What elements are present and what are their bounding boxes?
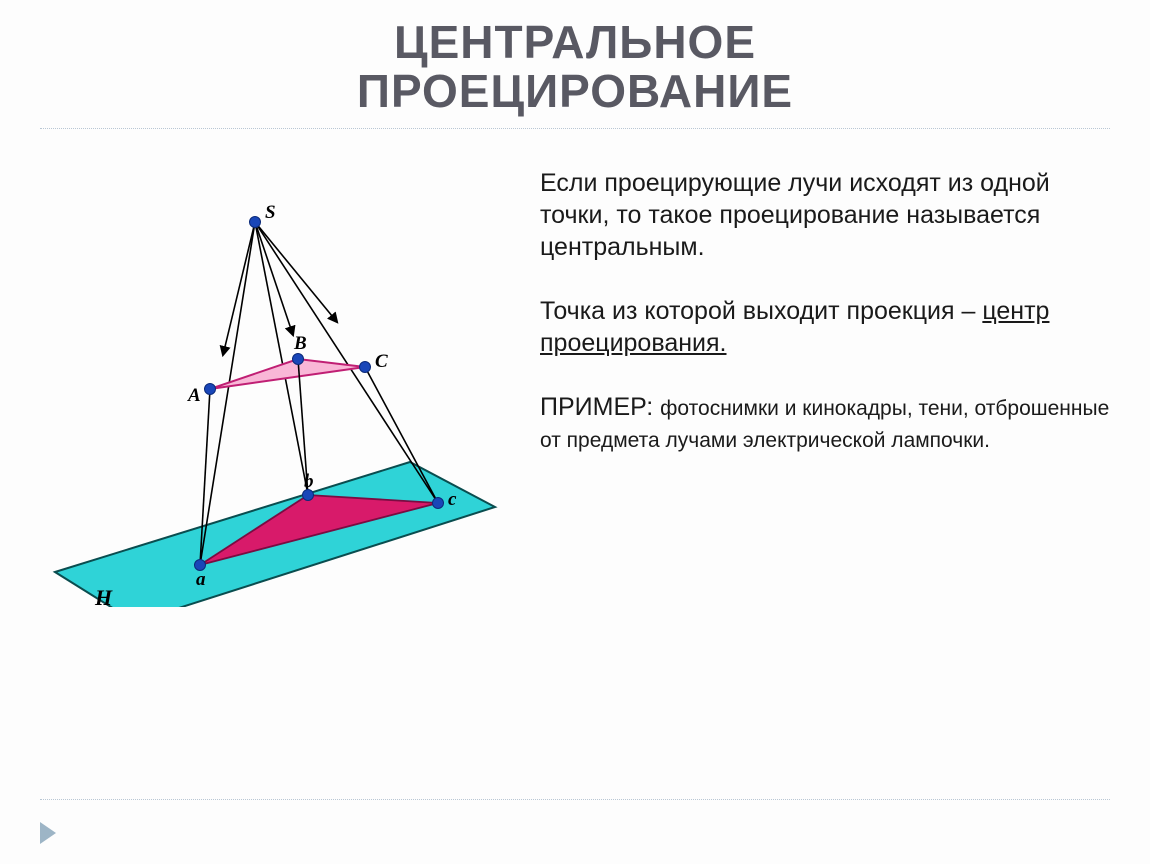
- next-arrow-icon: [40, 822, 56, 844]
- para2-pre: Точка из которой выходит проекция –: [540, 297, 982, 325]
- text-column: Если проецирующие лучи исходят из одной …: [540, 147, 1110, 487]
- title-line-1: ЦЕНТРАЛЬНОЕ: [394, 16, 756, 68]
- paragraph-definition: Если проецирующие лучи исходят из одной …: [540, 167, 1110, 263]
- svg-text:c: c: [448, 489, 457, 510]
- svg-text:H: H: [94, 585, 113, 607]
- title-rule: [40, 128, 1110, 129]
- example-lead: ПРИМЕР:: [540, 393, 660, 421]
- diagram-container: S A B Ca b c H: [40, 147, 510, 612]
- bottom-rule: [40, 799, 1110, 800]
- title-line-2: ПРОЕЦИРОВАНИЕ: [357, 65, 793, 117]
- paragraph-center: Точка из которой выходит проекция – цент…: [540, 295, 1110, 359]
- svg-text:A: A: [187, 385, 201, 406]
- svg-text:C: C: [375, 351, 388, 372]
- svg-text:B: B: [293, 333, 307, 354]
- svg-text:a: a: [196, 569, 206, 590]
- svg-text:b: b: [304, 471, 314, 492]
- content-row: S A B Ca b c H Если проецирующие лучи исходят …: [40, 147, 1110, 612]
- paragraph-example: ПРИМЕР: фотоснимки и кинокадры, тени, от…: [540, 391, 1110, 455]
- svg-text:S: S: [265, 202, 276, 223]
- projection-diagram: S A B Ca b c H: [40, 167, 510, 607]
- slide-title: ЦЕНТРАЛЬНОЕ ПРОЕЦИРОВАНИЕ: [40, 18, 1110, 116]
